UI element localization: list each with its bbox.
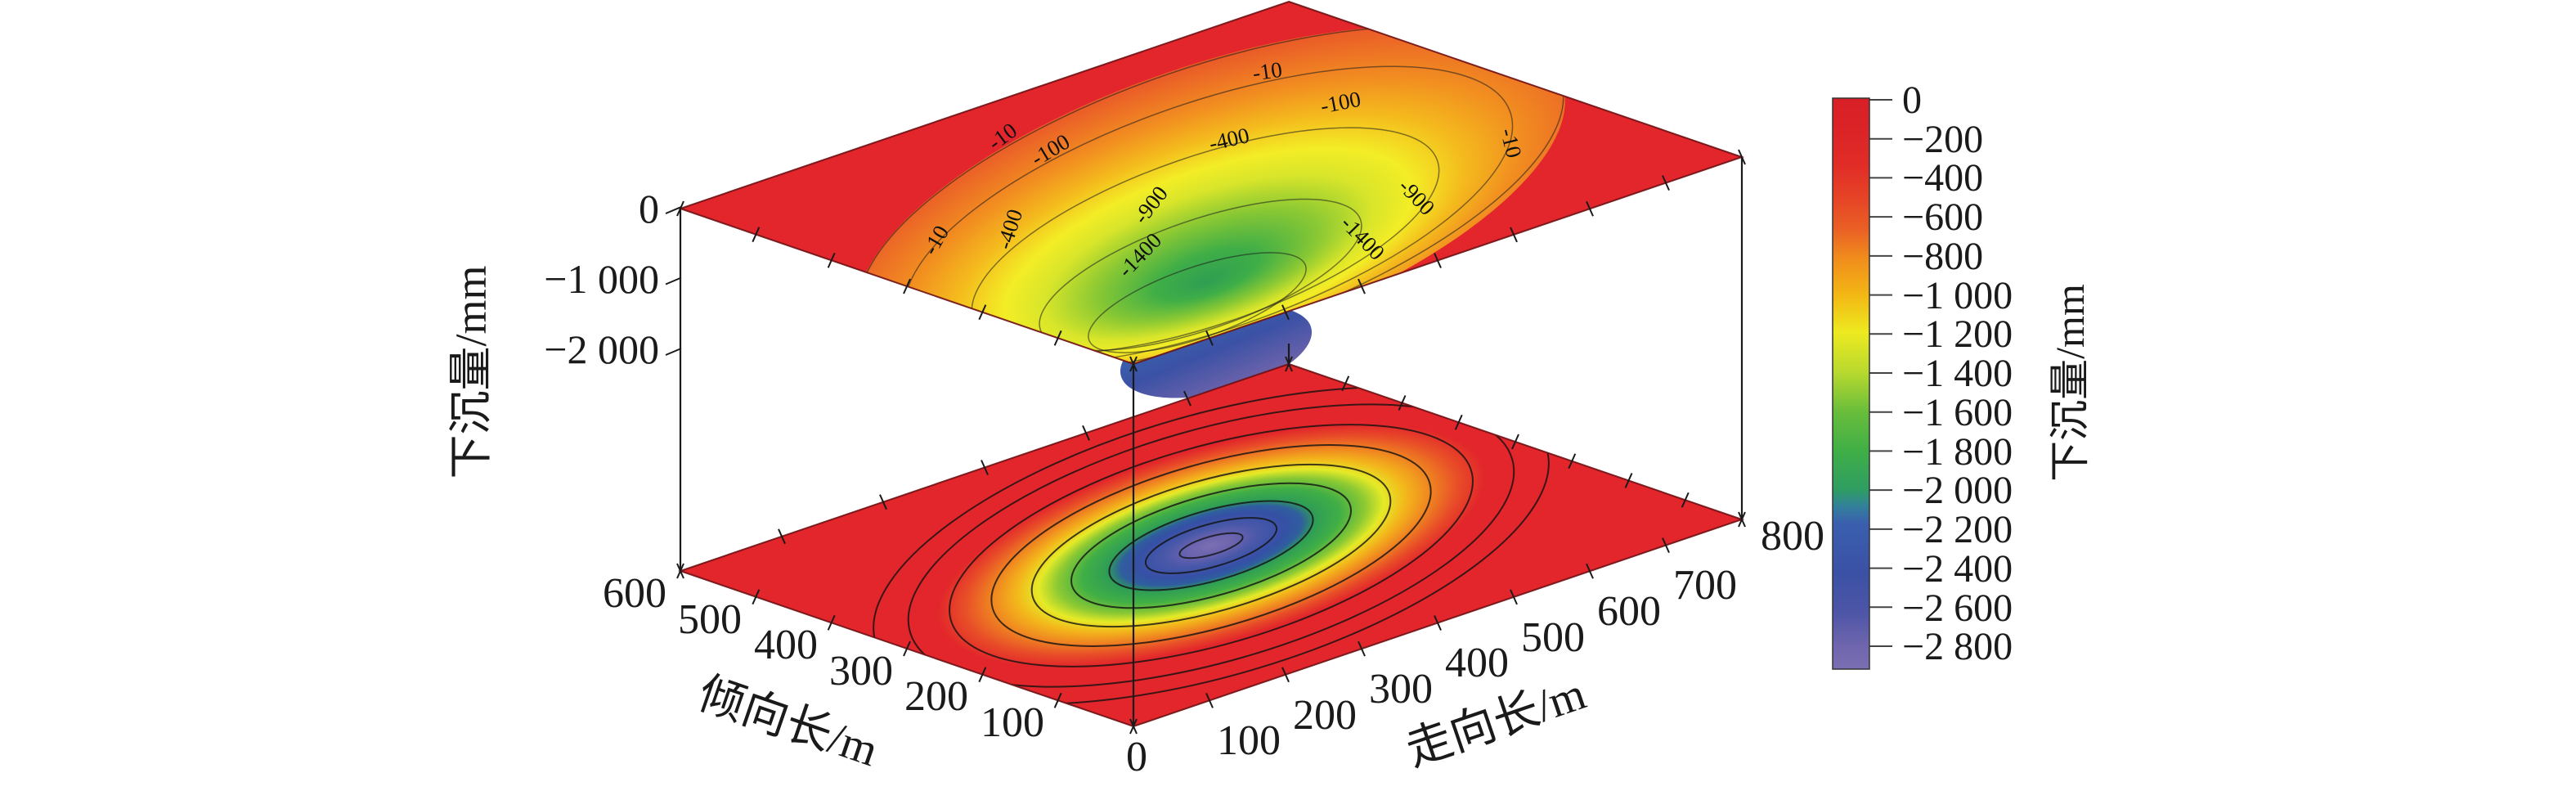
cb-label-400: −400 [1902, 156, 1983, 200]
x-tick-label-300: 300 [1369, 666, 1433, 712]
cb-label-2600: −2 600 [1902, 587, 2013, 630]
cb-label-1400: −1 400 [1902, 352, 2013, 395]
cb-label-1800: −1 800 [1902, 430, 2013, 474]
axis-tick [981, 460, 989, 475]
axis-tick [1510, 227, 1518, 243]
colorbar-title: 下沉量/mm [2047, 284, 2093, 482]
axis-tick [827, 252, 836, 268]
axis-tick [1568, 453, 1577, 470]
y-tick-label-600: 600 [603, 570, 666, 617]
axis-tick [1681, 492, 1690, 508]
axis-tick [1341, 375, 1350, 392]
x-tick-label-400: 400 [1445, 640, 1509, 686]
projection-ring-8 [1144, 517, 1278, 574]
projection-filled-contours [936, 424, 1486, 667]
axis-tick [676, 200, 684, 217]
axis-tick [676, 563, 684, 579]
axis-tick [1129, 718, 1138, 735]
axis-tick [1624, 473, 1633, 488]
x-tick-label-700: 700 [1673, 562, 1737, 609]
y-tick-label-500: 500 [678, 596, 742, 643]
axis-ticks-layer [665, 99, 1892, 735]
box-edges [679, 157, 1744, 726]
axis-tick [1205, 692, 1214, 708]
projection-ring-4 [990, 444, 1432, 647]
x-tick-label-200: 200 [1293, 692, 1357, 739]
axis-tick [1129, 356, 1138, 372]
z-tick-label-0: 0 [639, 186, 659, 231]
surface-contour-ring-900 [1039, 198, 1362, 352]
axis-tick [1205, 330, 1214, 346]
projection-ring-3 [949, 424, 1474, 667]
axis-tick [665, 206, 682, 214]
axis-tick [1281, 304, 1290, 321]
projection-ring-5 [1030, 463, 1392, 628]
axis-tick [752, 227, 761, 243]
y-tick-label-300: 300 [829, 648, 893, 694]
cb-label-0: 0 [1902, 79, 1922, 122]
z-axis-title: 下沉量/mm [447, 265, 496, 479]
y-tick-label-200: 200 [904, 673, 968, 720]
contour-label: -10 [1251, 57, 1284, 86]
cb-label-2800: −2 800 [1902, 625, 2013, 668]
cb-label-800: −800 [1902, 235, 1983, 278]
cb-label-600: −600 [1902, 196, 1983, 239]
axis-tick [665, 276, 682, 285]
axis-tick [1662, 175, 1670, 191]
axis-tick [1738, 149, 1746, 165]
axis-tick [978, 304, 987, 321]
axis-tick [879, 494, 887, 510]
x-tick-label-600: 600 [1597, 588, 1661, 635]
axis-tick [665, 348, 682, 356]
x-tick-label-800: 800 [1761, 513, 1824, 560]
y-tick-label-400: 400 [754, 622, 818, 668]
axis-tick [1586, 563, 1594, 579]
axis-tick [1586, 200, 1594, 217]
axis-tick [1662, 537, 1670, 554]
axis-tick [1511, 434, 1519, 450]
y-tick-label-100: 100 [981, 699, 1044, 746]
x-tick-label-500: 500 [1521, 614, 1585, 661]
z-tick-label-1000: −1 000 [544, 256, 659, 302]
cb-label-200: −200 [1902, 118, 1983, 161]
axis-tick [752, 589, 761, 605]
axis-tick [1053, 330, 1062, 346]
cb-label-1600: −1 600 [1902, 391, 2013, 434]
axis-tick [1738, 511, 1746, 528]
axis-tick [1454, 414, 1463, 430]
axis-tick [778, 528, 786, 545]
colorbar-gradient-bar [1832, 97, 1870, 670]
axis-tick [1183, 390, 1192, 407]
axis-tick [1281, 667, 1290, 683]
cb-label-2400: −2 400 [1902, 547, 2013, 591]
cb-label-2200: −2 200 [1902, 508, 2013, 551]
cb-label-1000: −1 000 [1902, 274, 2013, 317]
axis-tick [1358, 278, 1366, 294]
axis-tick [827, 614, 836, 631]
z-axis: 0 −1 000 −2 000 下沉量/mm [447, 186, 659, 479]
colorbar: 0 −200 −400 −600 −800 −1 000 −1 200 −1 4… [1832, 79, 2093, 670]
axis-tick [1434, 253, 1442, 268]
cb-label-1200: −1 200 [1902, 312, 2013, 356]
axis-tick [1398, 395, 1407, 411]
x-tick-label-100: 100 [1217, 717, 1281, 764]
projection-ring-9 [1178, 532, 1244, 560]
z-tick-label-2000: −2 000 [544, 326, 659, 372]
projection-ring-2 [907, 403, 1515, 688]
axis-tick [1082, 425, 1090, 441]
projection-ring-6 [1070, 482, 1352, 609]
projection-ring-7 [1108, 500, 1314, 591]
axis-tick [1510, 589, 1518, 605]
surface-subsidence-bowl [857, 25, 1565, 364]
axis-tick [978, 667, 987, 683]
axis-tick [903, 640, 911, 657]
axis-tick [1434, 615, 1442, 631]
x-tick-label-0: 0 [1126, 734, 1147, 780]
cb-label-2000: −2 000 [1902, 469, 2013, 512]
axis-tick [903, 278, 911, 294]
axis-tick [1053, 692, 1062, 708]
axis-tick [1358, 640, 1366, 657]
axis-tick [1285, 356, 1293, 372]
